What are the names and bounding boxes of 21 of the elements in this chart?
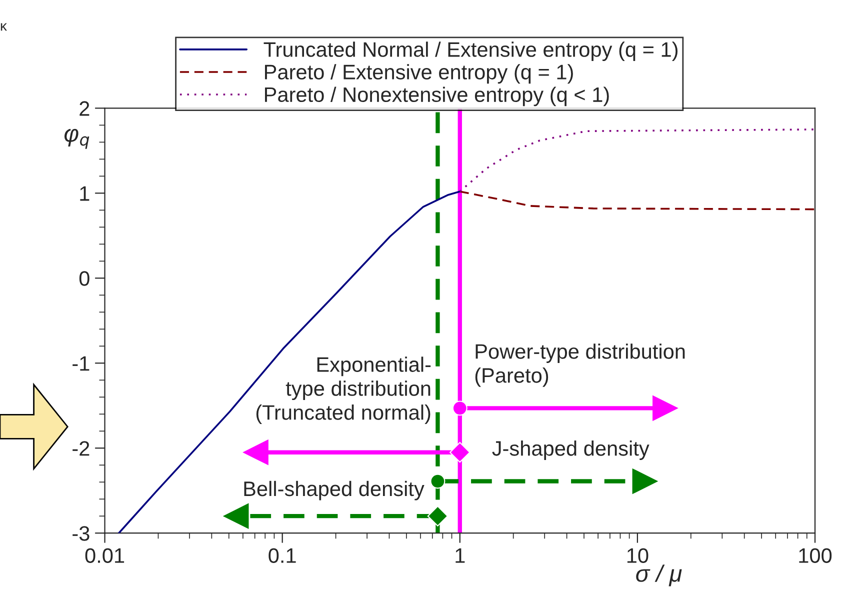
y-axis-title: φ$_{q}$	[64, 128, 90, 149]
y-tick-label: -2	[72, 441, 90, 456]
y-tick-label: -1	[72, 356, 90, 371]
x-tick-label: 0.1	[268, 548, 296, 563]
x-tick-label: 1	[456, 548, 465, 563]
y-tick-label: 0	[79, 271, 90, 286]
x-axis-title: σ / μ	[636, 564, 682, 586]
text: κ	[0, 23, 7, 31]
annotation: Power-type distribution (Pareto)	[475, 344, 685, 387]
legend-label: Pareto / Nonextensive entropy (q < 1)	[265, 86, 609, 106]
y-tick-label: 1	[80, 186, 90, 201]
annotation: J-shaped density	[492, 440, 650, 460]
x-tick-label: 10	[627, 548, 648, 563]
x-tick-label: 100	[799, 548, 832, 563]
legend-label: Truncated Normal / Extensive entropy (q = 1)	[264, 42, 678, 62]
y-tick-label: 2	[80, 101, 90, 116]
x-tick-label: 0.01	[85, 548, 124, 563]
annotation: Exponential- type distribution (Truncated normal)	[256, 356, 431, 424]
annotation: Bell-shaped density	[244, 480, 424, 500]
legend-label: Pareto / Extensive entropy (q = 1)	[265, 64, 573, 84]
y-tick-label: -3	[72, 526, 90, 541]
